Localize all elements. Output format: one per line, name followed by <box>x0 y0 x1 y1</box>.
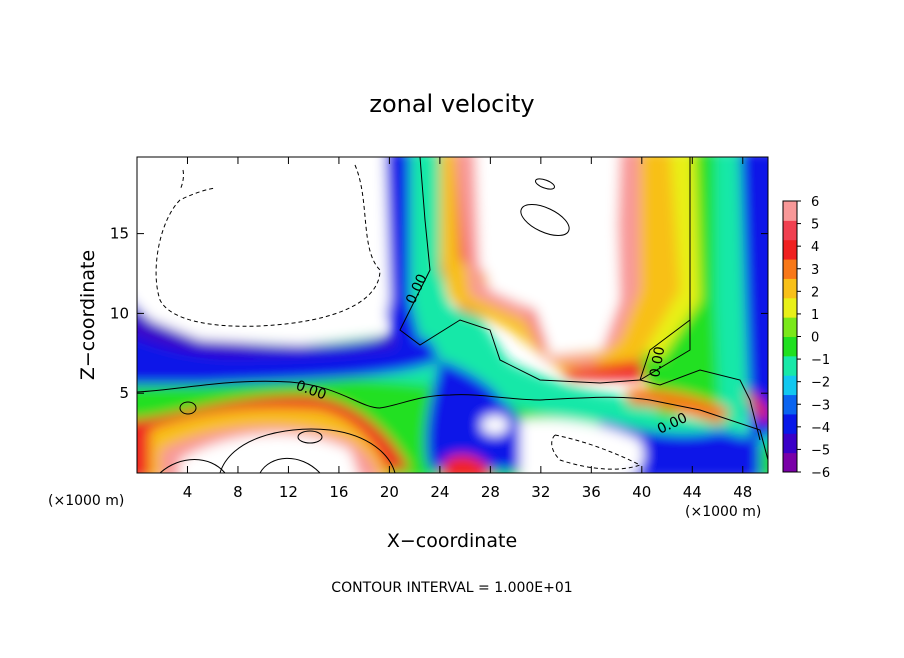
colorbar-swatch <box>783 433 797 454</box>
x-tick-label: 16 <box>329 483 348 501</box>
colorbar-tick-label: 4 <box>811 240 819 255</box>
x-tick-label: 8 <box>233 483 243 501</box>
contour-dashed-lines <box>155 164 642 470</box>
colorbar-tick-label: 5 <box>811 218 819 233</box>
field-white-upper-middle <box>475 157 620 355</box>
contour-line-dashed <box>155 164 381 327</box>
colorbar-swatch <box>783 201 797 221</box>
x-unit-left: (×1000 m) <box>48 493 124 509</box>
contour-loop <box>520 204 570 236</box>
x-tick-label: 12 <box>279 483 298 501</box>
colorbar-swatch <box>783 278 797 299</box>
colorbar-swatch <box>783 452 797 473</box>
contour-loop <box>297 430 323 444</box>
colorbar-swatch <box>783 297 797 318</box>
colorbar-tick-label: 3 <box>811 263 819 278</box>
colorbar-tick-label: 6 <box>811 195 819 210</box>
y-tick-label: 10 <box>110 304 129 322</box>
contour-line <box>399 157 691 384</box>
y-tick-label: 15 <box>110 225 129 243</box>
field-red-right-mid <box>625 388 730 425</box>
x-axis: 4 8 12 16 20 24 28 32 36 40 44 48 <box>183 157 752 501</box>
field-blue-right <box>740 157 768 440</box>
colorbar-tick-label: −6 <box>811 466 830 481</box>
colorbar-swatch <box>783 394 797 415</box>
colorbar: 6 5 4 3 2 1 0 −1 −2 −3 −4 −5 −6 <box>782 195 830 481</box>
field-blue-left <box>137 301 440 385</box>
colorbar-tick-label: 2 <box>811 285 819 300</box>
chart-title: zonal velocity <box>369 90 534 118</box>
x-tick-label: 28 <box>481 483 500 501</box>
x-tick-label: 48 <box>733 483 752 501</box>
contour-loop <box>179 401 197 415</box>
x-tick-label: 40 <box>632 483 651 501</box>
contour-interval-note: CONTOUR INTERVAL = 1.000E+01 <box>331 580 572 596</box>
colorbar-tick-label: −3 <box>811 398 830 413</box>
colorbar-tick-label: −2 <box>811 376 830 391</box>
x-unit-right: (×1000 m) <box>685 504 761 520</box>
colorbar-tick-label: −5 <box>811 443 830 458</box>
plot-area <box>137 157 768 473</box>
colorbar-swatch <box>783 317 797 337</box>
colorbar-tick-label: 1 <box>811 308 819 323</box>
field-yellow-right <box>645 157 700 360</box>
field-cyan-right <box>715 157 750 430</box>
colorbar-swatch <box>783 355 797 376</box>
field-white-eddy <box>481 415 509 435</box>
contour-line-dashed <box>179 169 184 191</box>
contour-line <box>137 380 768 461</box>
contour-line <box>219 428 396 473</box>
contour-line <box>259 457 321 473</box>
x-axis-label: X−coordinate <box>387 530 517 552</box>
x-tick-label: 24 <box>430 483 449 501</box>
contour-line-dashed <box>551 434 642 470</box>
field-red-right-edge <box>745 390 768 420</box>
x-tick-label: 44 <box>683 483 702 501</box>
plot-frame <box>136 156 769 474</box>
contour-line <box>159 459 226 473</box>
field-white-lower-right <box>520 418 644 473</box>
colorbar-swatch <box>783 413 797 434</box>
colorbar-swatch <box>783 336 797 357</box>
velocity-field <box>137 157 768 473</box>
colorbar-swatch <box>783 239 797 260</box>
colorbar-swatch <box>783 375 797 396</box>
colorbar-swatch <box>783 259 797 279</box>
field-pink-column <box>455 157 640 365</box>
y-axis: 5 10 15 <box>110 225 768 402</box>
x-tick-label: 36 <box>582 483 601 501</box>
field-cyan-swirl <box>470 340 660 430</box>
colorbar-tick-label: −4 <box>811 421 830 436</box>
x-tick-label: 4 <box>183 483 193 501</box>
colorbar-swatch <box>783 220 797 241</box>
contour-lines <box>137 157 768 473</box>
colorbar-tick-label: 0 <box>811 331 819 346</box>
contour-label: 0.00 <box>647 345 668 378</box>
field-white-upper-left <box>137 157 390 345</box>
x-tick-label: 20 <box>380 483 399 501</box>
contour-line <box>639 319 761 441</box>
field-purple-left <box>137 311 405 356</box>
y-tick-label: 5 <box>119 384 129 402</box>
field-cyan-column <box>410 157 460 340</box>
field-red-lower-middle <box>441 454 490 473</box>
field-blue-swirl <box>425 360 540 470</box>
contour-loop <box>535 178 555 190</box>
x-tick-label: 32 <box>531 483 550 501</box>
colorbar-tick-label: −1 <box>811 353 830 368</box>
y-axis-label: Z−coordinate <box>77 250 99 380</box>
